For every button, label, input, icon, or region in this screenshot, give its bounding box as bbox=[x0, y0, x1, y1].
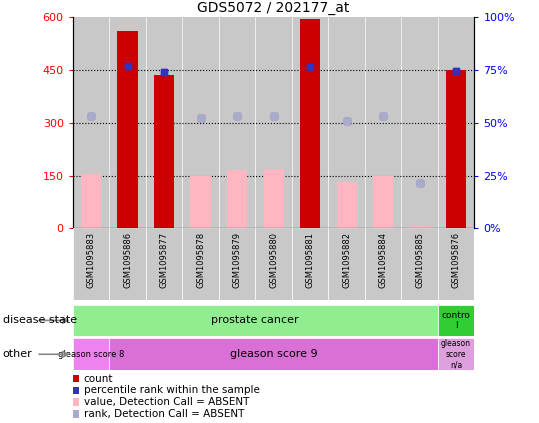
Bar bbox=[146, 228, 182, 300]
Bar bbox=[73, 17, 109, 228]
Text: gleason score 9: gleason score 9 bbox=[230, 349, 317, 359]
Bar bbox=[373, 176, 393, 228]
Title: GDS5072 / 202177_at: GDS5072 / 202177_at bbox=[197, 0, 350, 14]
Bar bbox=[73, 338, 109, 370]
Text: GSM1095879: GSM1095879 bbox=[232, 232, 241, 288]
Bar bbox=[300, 19, 320, 228]
Bar bbox=[365, 228, 402, 300]
Bar bbox=[182, 17, 219, 228]
Bar bbox=[146, 17, 182, 228]
Bar bbox=[109, 17, 146, 228]
Text: GSM1095877: GSM1095877 bbox=[160, 232, 169, 288]
Bar bbox=[438, 338, 474, 370]
Bar bbox=[219, 228, 255, 300]
Text: GSM1095881: GSM1095881 bbox=[306, 232, 315, 288]
Bar bbox=[336, 181, 357, 228]
Bar bbox=[219, 17, 255, 228]
Bar bbox=[446, 70, 466, 228]
Bar bbox=[109, 228, 146, 300]
Text: GSM1095876: GSM1095876 bbox=[452, 232, 460, 288]
Bar bbox=[109, 338, 438, 370]
Bar bbox=[118, 31, 137, 228]
Text: GSM1095886: GSM1095886 bbox=[123, 232, 132, 288]
Text: rank, Detection Call = ABSENT: rank, Detection Call = ABSENT bbox=[84, 409, 244, 419]
Bar bbox=[190, 176, 211, 228]
Bar bbox=[438, 305, 474, 336]
Text: GSM1095882: GSM1095882 bbox=[342, 232, 351, 288]
Bar bbox=[264, 169, 284, 228]
Bar bbox=[73, 228, 109, 300]
Bar bbox=[292, 228, 328, 300]
Bar bbox=[154, 75, 174, 228]
Text: contro
l: contro l bbox=[441, 311, 471, 330]
Bar bbox=[182, 228, 219, 300]
Bar bbox=[328, 17, 365, 228]
Bar bbox=[410, 225, 430, 228]
Text: value, Detection Call = ABSENT: value, Detection Call = ABSENT bbox=[84, 397, 249, 407]
Bar bbox=[292, 17, 328, 228]
Bar bbox=[255, 17, 292, 228]
Bar bbox=[365, 17, 402, 228]
Text: count: count bbox=[84, 374, 113, 384]
Text: other: other bbox=[3, 349, 32, 359]
Bar bbox=[81, 174, 101, 228]
Text: GSM1095883: GSM1095883 bbox=[87, 232, 95, 288]
Text: gleason
score
n/a: gleason score n/a bbox=[441, 339, 471, 369]
Bar bbox=[255, 228, 292, 300]
Bar bbox=[438, 228, 474, 300]
Text: prostate cancer: prostate cancer bbox=[211, 316, 299, 325]
Text: GSM1095880: GSM1095880 bbox=[269, 232, 278, 288]
Text: percentile rank within the sample: percentile rank within the sample bbox=[84, 385, 259, 396]
Text: GSM1095885: GSM1095885 bbox=[415, 232, 424, 288]
Text: disease state: disease state bbox=[3, 316, 77, 325]
Bar bbox=[402, 17, 438, 228]
Text: gleason score 8: gleason score 8 bbox=[58, 350, 124, 359]
Text: GSM1095878: GSM1095878 bbox=[196, 232, 205, 288]
Bar bbox=[402, 228, 438, 300]
Bar bbox=[328, 228, 365, 300]
Bar bbox=[438, 17, 474, 228]
Text: GSM1095884: GSM1095884 bbox=[378, 232, 388, 288]
Bar bbox=[227, 170, 247, 228]
